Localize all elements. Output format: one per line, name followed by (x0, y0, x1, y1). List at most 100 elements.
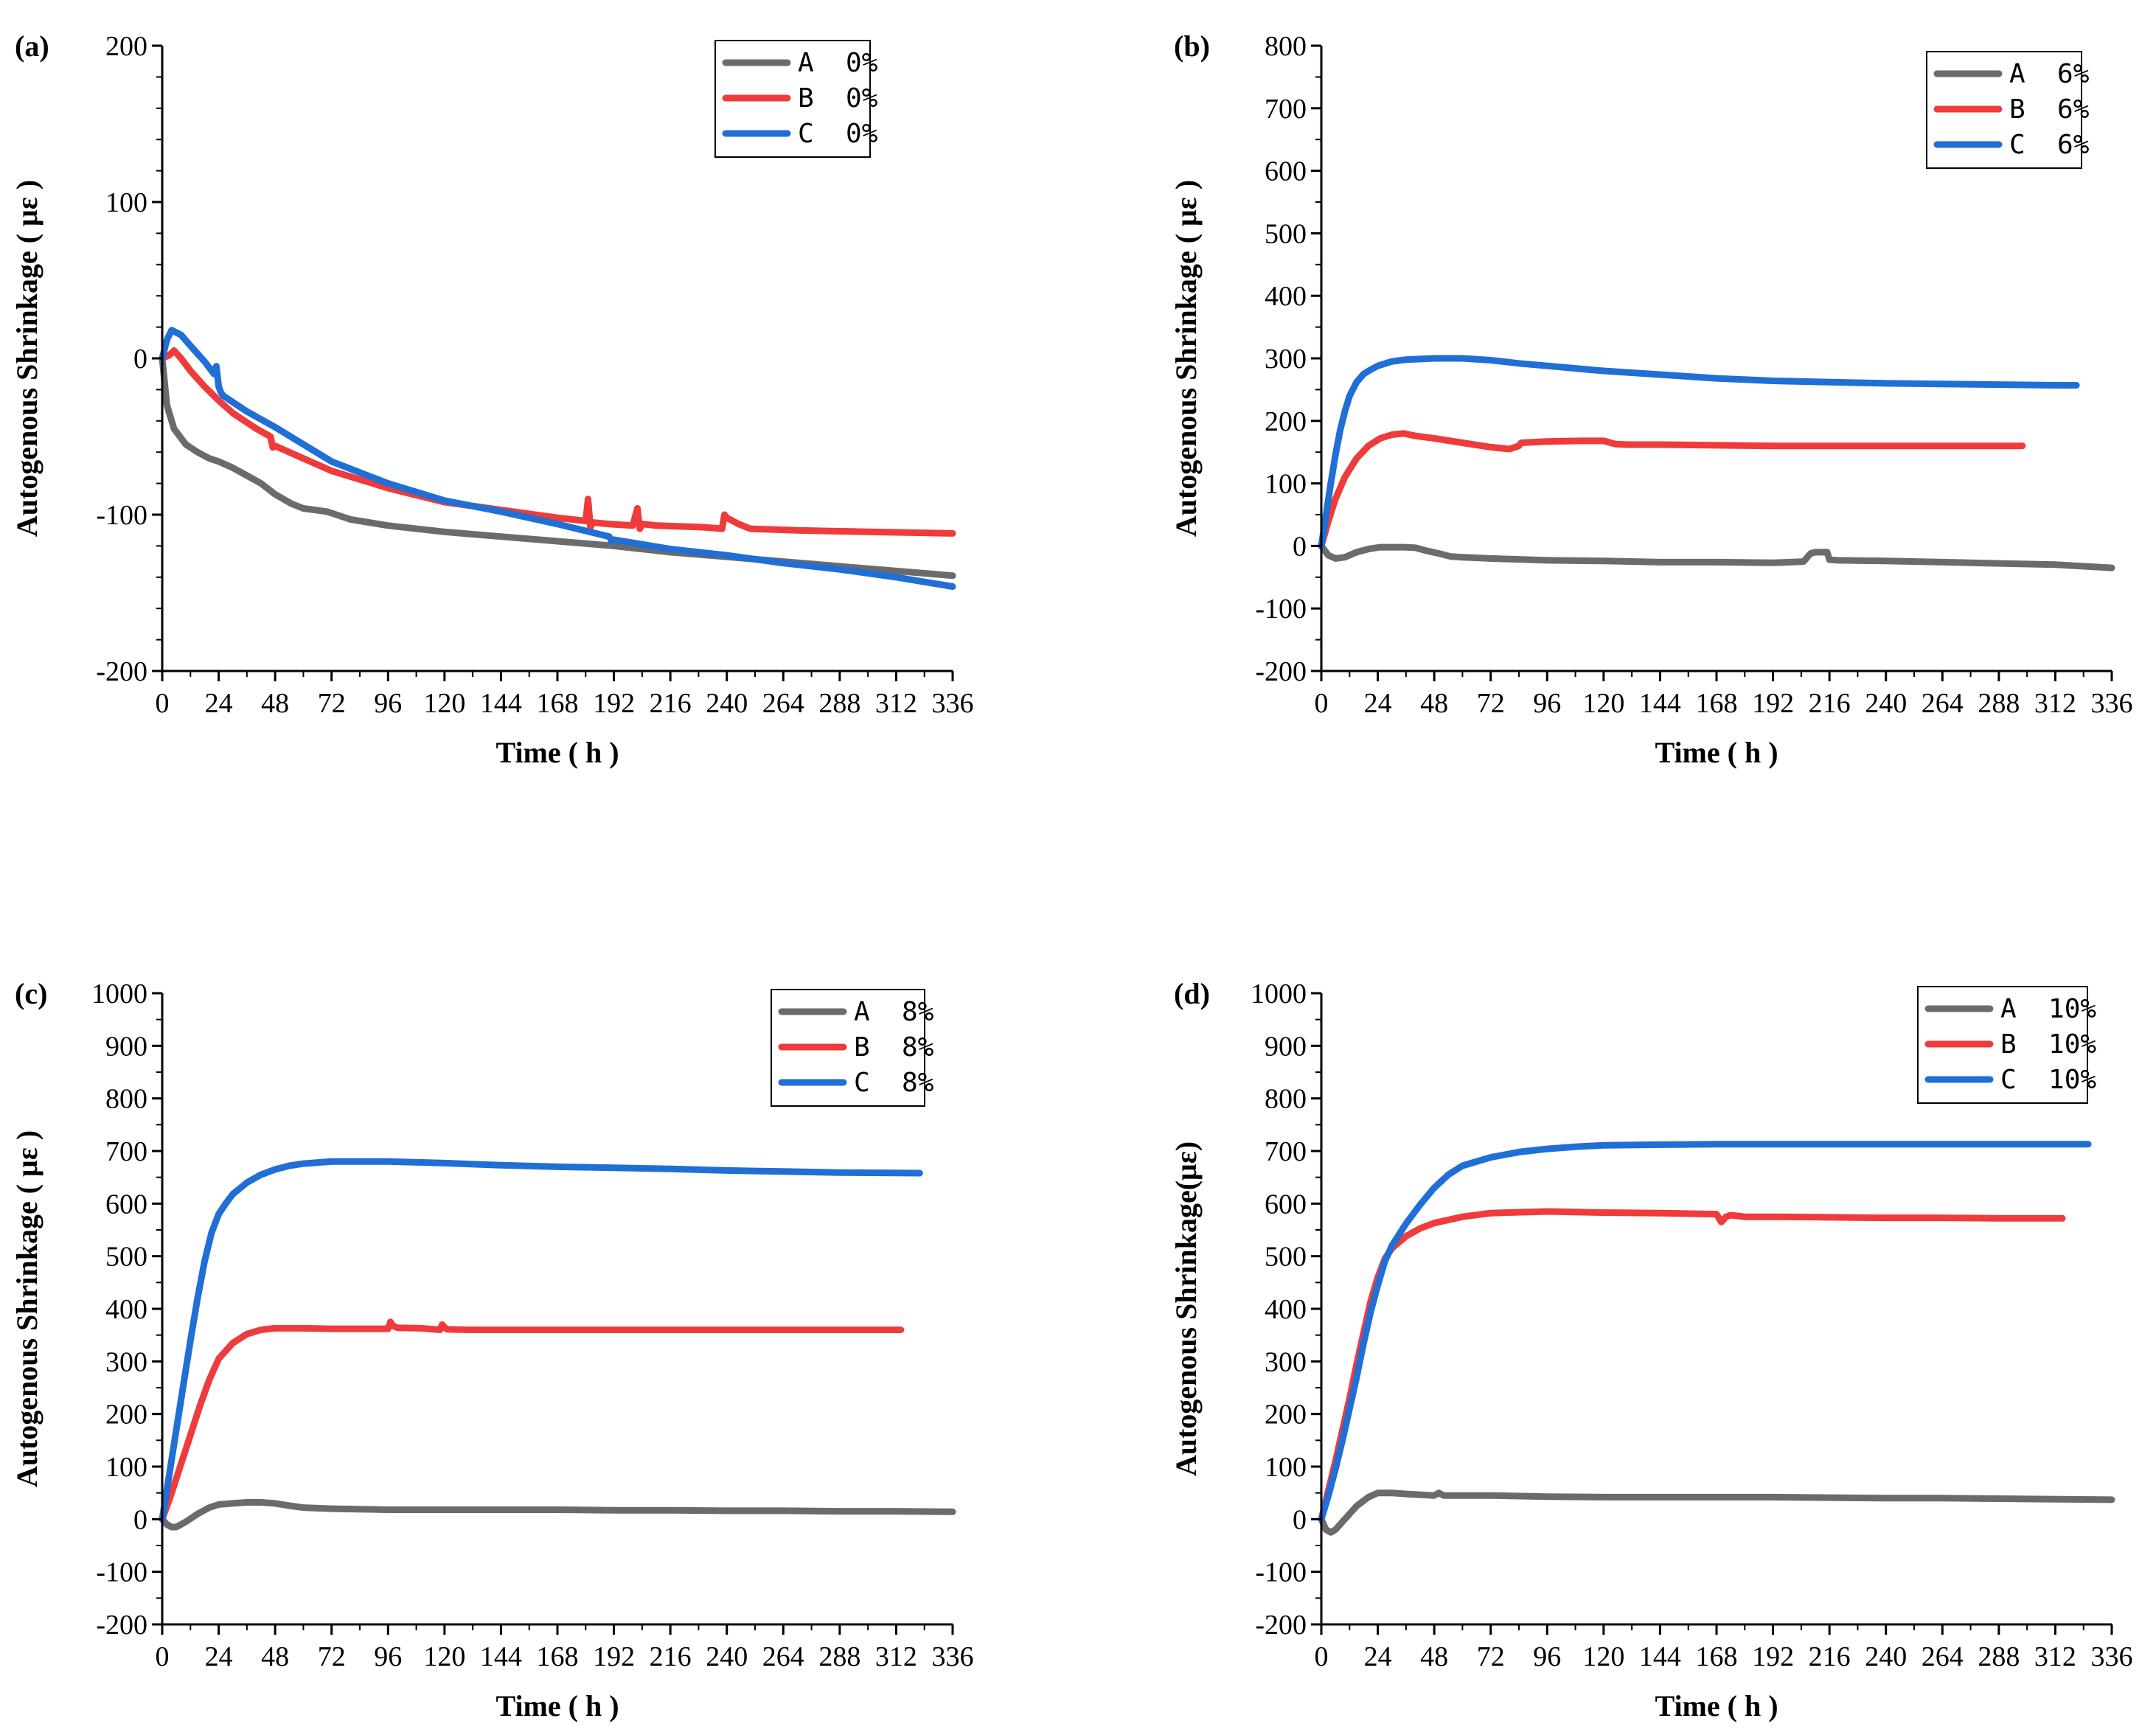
series-line-c8pct (159, 1158, 923, 1523)
x-tick-label: 336 (2091, 1641, 2133, 1672)
x-tick-label: 264 (762, 1641, 804, 1672)
x-tick-label: 264 (1922, 688, 1964, 719)
x-axis-title: Time ( h ) (495, 1689, 619, 1722)
x-tick-label: 96 (374, 1641, 402, 1672)
y-tick-label: 100 (1265, 469, 1307, 500)
x-tick-label: 216 (650, 1641, 692, 1672)
y-tick-label: 100 (1265, 1452, 1307, 1483)
x-tick-label: 192 (1752, 688, 1794, 719)
legend-label: C 6% (2009, 130, 2090, 160)
x-tick-label: 72 (1477, 688, 1505, 719)
series-line-b10pct (1318, 1208, 2066, 1523)
y-tick-label: -200 (96, 656, 147, 687)
legend-label: C 10% (2000, 1065, 2096, 1095)
y-tick-label: 800 (1265, 31, 1307, 62)
y-tick-label: 600 (105, 1189, 147, 1220)
legend-label: A 8% (854, 997, 934, 1027)
panel-label: (d) (1174, 977, 1210, 1010)
x-tick-label: 192 (593, 688, 635, 719)
chart-panel-c: 0 24 48 72 96 120 144 168 192 216 240 264 288 312 336 -… (10, 977, 974, 1722)
x-tick-label: 48 (1420, 688, 1448, 719)
legend-label: B 10% (2000, 1029, 2096, 1060)
x-tick-label: 120 (423, 688, 465, 719)
x-tick-label: 72 (318, 1641, 346, 1672)
x-tick-label: 336 (932, 688, 974, 719)
legend-label: A 6% (2009, 59, 2090, 89)
y-tick-label: 1000 (1251, 978, 1307, 1009)
y-tick-label: -100 (1255, 1557, 1307, 1588)
y-tick-label: 300 (1265, 344, 1307, 375)
legend-label: A 10% (2000, 994, 2096, 1024)
x-tick-label: 0 (156, 688, 170, 719)
y-tick-label: 700 (1265, 94, 1307, 125)
y-tick-label: 100 (105, 187, 147, 218)
legend-label: C 8% (854, 1068, 934, 1098)
series-line-a6pct (1318, 542, 2115, 571)
x-tick-label: 24 (1364, 688, 1392, 719)
x-tick-label: 168 (1696, 1641, 1738, 1672)
x-tick-label: 48 (261, 1641, 289, 1672)
x-tick-label: 288 (818, 688, 860, 719)
x-tick-label: 72 (318, 688, 346, 719)
y-tick-label: 500 (105, 1242, 147, 1273)
x-tick-label: 120 (423, 1641, 465, 1672)
series-line-b0pct (159, 347, 956, 537)
y-tick-label: 200 (105, 31, 147, 62)
legend-label: B 0% (798, 83, 878, 114)
series-line-c10pct (1318, 1141, 2092, 1523)
x-tick-label: 264 (1922, 1641, 1964, 1672)
x-tick-label: 0 (1315, 688, 1329, 719)
y-tick-label: 400 (1265, 1294, 1307, 1325)
legend: A 10% B 10% C 10% (1917, 986, 2096, 1104)
x-tick-label: 288 (818, 1641, 860, 1672)
y-tick-label: 0 (133, 1504, 147, 1535)
x-tick-label: 288 (1978, 1641, 2020, 1672)
y-tick-label: 0 (133, 344, 147, 375)
y-tick-label: -100 (96, 500, 147, 531)
x-tick-label: 168 (537, 1641, 579, 1672)
x-tick-label: 0 (1315, 1641, 1329, 1672)
y-axis-title: Autogenous Shrinkage ( με ) (10, 1130, 44, 1487)
x-tick-label: 312 (2034, 688, 2076, 719)
x-tick-label: 48 (261, 688, 289, 719)
y-tick-label: 100 (105, 1452, 147, 1483)
x-tick-label: 216 (1809, 688, 1851, 719)
y-tick-label: -200 (96, 1610, 147, 1641)
x-axis-title: Time ( h ) (495, 736, 619, 769)
x-tick-label: 312 (875, 1641, 917, 1672)
x-tick-label: 48 (1420, 1641, 1448, 1672)
x-tick-label: 24 (205, 688, 233, 719)
y-tick-label: 200 (1265, 406, 1307, 437)
y-tick-label: 800 (105, 1084, 147, 1115)
y-axis-title: Autogenous Shrinkage ( με ) (10, 180, 44, 537)
chart-panel-d: 0 24 48 72 96 120 144 168 192 216 240 264 288 312 336 -… (1169, 977, 2133, 1722)
x-tick-label: 336 (2091, 688, 2133, 719)
y-tick-label: 800 (1265, 1084, 1307, 1115)
x-tick-label: 120 (1582, 688, 1624, 719)
panel-label: (b) (1174, 29, 1210, 63)
series-line-a8pct (159, 1499, 956, 1531)
legend: A 8% B 8% C 8% (771, 989, 934, 1107)
y-tick-label: 300 (1265, 1346, 1307, 1377)
y-tick-label: 500 (1265, 1242, 1307, 1273)
y-axis-title: Autogenous Shrinkage ( με ) (1169, 180, 1203, 537)
x-axis-title: Time ( h ) (1655, 1689, 1778, 1722)
y-tick-label: 600 (1265, 1189, 1307, 1220)
series-line-c0pct (159, 327, 956, 590)
x-tick-label: 192 (593, 1641, 635, 1672)
y-tick-label: 400 (1265, 281, 1307, 312)
x-axis-title: Time ( h ) (1655, 736, 1778, 769)
series-line-b6pct (1318, 430, 2026, 549)
y-tick-label: -100 (96, 1557, 147, 1588)
y-tick-label: 400 (105, 1294, 147, 1325)
panel-label: (c) (15, 977, 47, 1010)
x-tick-label: 312 (2034, 1641, 2076, 1672)
y-tick-label: 900 (105, 1031, 147, 1062)
y-tick-label: 900 (1265, 1031, 1307, 1062)
x-tick-label: 240 (706, 688, 748, 719)
y-tick-label: 300 (105, 1346, 147, 1377)
x-tick-label: 240 (1865, 1641, 1907, 1672)
x-tick-label: 144 (1639, 1641, 1681, 1672)
y-tick-label: 700 (105, 1136, 147, 1167)
